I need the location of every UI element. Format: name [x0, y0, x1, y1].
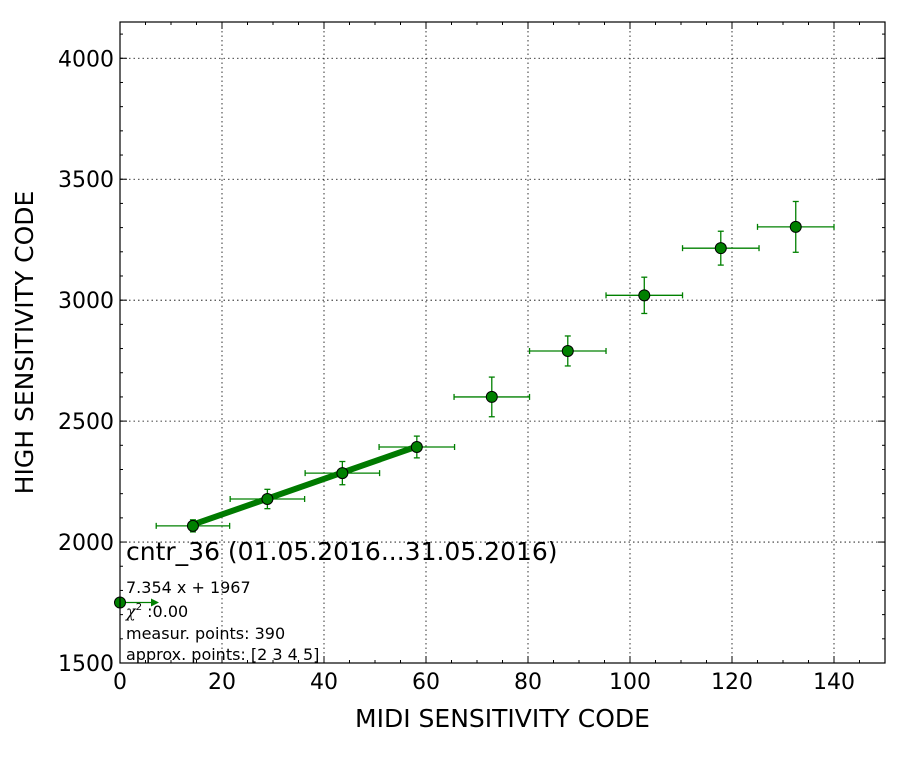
x-tick-label: 60 — [412, 670, 440, 695]
data-point — [561, 344, 574, 357]
data-point — [789, 220, 802, 233]
data-point — [186, 519, 199, 532]
fit-equation: 7.354 x + 1967 — [126, 578, 251, 597]
data-point — [714, 242, 727, 255]
annotation-title: cntr_36 (01.05.2016...31.05.2016) — [126, 537, 558, 566]
x-tick-labels: 0 20 40 60 80 100 120 140 — [113, 670, 855, 695]
data-point — [485, 390, 498, 403]
y-tick-label: 2000 — [58, 531, 114, 556]
legend-marker — [114, 596, 159, 609]
y-tick-label: 1500 — [58, 652, 114, 677]
x-tick-label: 40 — [310, 670, 338, 695]
data-point — [638, 289, 651, 302]
y-tick-label: 3000 — [58, 289, 114, 314]
chi2-value: :0.00 — [142, 602, 188, 621]
y-axis-title: HIGH SENSITIVITY CODE — [10, 191, 39, 495]
x-tick-label: 20 — [208, 670, 236, 695]
x-tick-label: 120 — [711, 670, 753, 695]
x-tick-label: 100 — [609, 670, 651, 695]
annotation: cntr_36 (01.05.2016...31.05.2016) 7.354 … — [125, 537, 558, 664]
points — [186, 220, 802, 532]
x-tick-label: 140 — [813, 670, 855, 695]
approx-points: approx. points: [2 3 4 5] — [126, 645, 319, 664]
measur-points: measur. points: 390 — [126, 624, 285, 643]
x-axis-title: MIDI SENSITIVITY CODE — [355, 704, 650, 733]
plot-frame — [119, 21, 886, 664]
y-tick-label: 4000 — [58, 47, 114, 72]
y-tick-label: 3500 — [58, 168, 114, 193]
x-tick-label: 0 — [113, 670, 127, 695]
y-tick-label: 2500 — [58, 410, 114, 435]
data-point — [336, 467, 349, 480]
chi2-symbol: χ — [125, 602, 137, 621]
data-point — [261, 493, 274, 506]
grid — [120, 22, 885, 663]
y-tick-labels: 1500 2000 2500 3000 3500 4000 — [58, 47, 114, 677]
chi2-label: χ2 :0.00 — [125, 602, 188, 621]
chi2-superscript: 2 — [136, 602, 142, 613]
data-point — [410, 440, 423, 453]
legend-arrow-head — [151, 598, 159, 607]
x-tick-label: 80 — [514, 670, 542, 695]
fit-line — [191, 443, 418, 528]
fit-layer — [191, 443, 418, 528]
